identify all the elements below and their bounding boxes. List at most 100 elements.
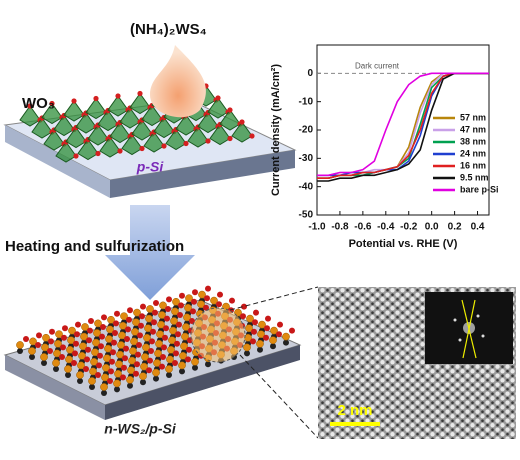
atom bbox=[86, 337, 92, 344]
atom bbox=[161, 344, 167, 351]
legend-label: 38 nm bbox=[460, 136, 486, 146]
atom bbox=[59, 354, 65, 360]
atom bbox=[147, 357, 153, 364]
atom bbox=[68, 326, 76, 335]
x-tick-label: -0.6 bbox=[354, 222, 372, 233]
atom bbox=[35, 342, 41, 348]
atom bbox=[183, 313, 191, 322]
atom bbox=[76, 371, 84, 379]
atom bbox=[88, 318, 94, 324]
atom bbox=[152, 368, 160, 377]
atom bbox=[52, 359, 60, 367]
atom bbox=[153, 300, 159, 306]
atom bbox=[42, 333, 50, 342]
x-tick-label: -0.4 bbox=[377, 222, 395, 233]
atom bbox=[173, 350, 179, 357]
atom bbox=[109, 358, 115, 365]
atom bbox=[73, 153, 79, 159]
atom bbox=[75, 321, 81, 328]
zoom-circle bbox=[190, 307, 246, 363]
octahedron bbox=[131, 119, 153, 141]
atom bbox=[245, 324, 253, 333]
atom bbox=[190, 308, 196, 315]
zoom-line bbox=[239, 354, 319, 439]
atom bbox=[167, 345, 175, 354]
octahedron bbox=[207, 97, 229, 119]
octahedron bbox=[31, 117, 53, 139]
atom bbox=[175, 331, 181, 338]
octahedron bbox=[77, 138, 99, 161]
atom bbox=[143, 333, 151, 342]
atom bbox=[65, 355, 73, 364]
octahedron bbox=[197, 111, 219, 134]
atom bbox=[40, 353, 48, 361]
atom bbox=[166, 296, 172, 303]
atom bbox=[65, 372, 71, 378]
atom bbox=[95, 150, 101, 157]
atom bbox=[172, 297, 180, 306]
atom bbox=[133, 308, 141, 317]
zoom-line bbox=[229, 286, 319, 311]
atom bbox=[149, 338, 155, 345]
octahedron bbox=[141, 104, 163, 127]
atom bbox=[53, 349, 61, 358]
fft-spots bbox=[453, 299, 485, 359]
atom bbox=[181, 332, 189, 341]
atom bbox=[239, 119, 245, 125]
atom bbox=[152, 309, 158, 316]
atom bbox=[90, 357, 98, 366]
octahedron bbox=[121, 133, 143, 156]
legend-label: 24 nm bbox=[460, 148, 486, 158]
atom bbox=[97, 352, 103, 359]
x-tick-label: 0.2 bbox=[448, 222, 462, 233]
atom bbox=[36, 332, 42, 339]
atom bbox=[55, 330, 63, 339]
atom bbox=[101, 390, 107, 396]
octahedron bbox=[85, 97, 107, 120]
octahedron bbox=[109, 121, 131, 144]
atom bbox=[140, 379, 146, 386]
atom bbox=[263, 334, 269, 341]
atom bbox=[111, 339, 117, 346]
atom bbox=[105, 335, 113, 343]
atom bbox=[67, 336, 75, 345]
atom bbox=[215, 95, 221, 101]
atom bbox=[140, 303, 146, 310]
atom bbox=[137, 332, 143, 339]
atom bbox=[185, 294, 193, 303]
octahedron bbox=[143, 131, 165, 153]
atom bbox=[124, 336, 130, 342]
atom bbox=[81, 323, 89, 331]
atom bbox=[101, 373, 109, 382]
y-tick-label: 0 bbox=[307, 68, 313, 79]
atom bbox=[257, 346, 263, 353]
atom bbox=[154, 349, 162, 358]
atom bbox=[96, 362, 102, 369]
atom bbox=[89, 367, 97, 376]
octahedron bbox=[41, 102, 63, 125]
atom bbox=[258, 320, 266, 329]
atom bbox=[114, 369, 122, 378]
atom bbox=[282, 332, 290, 341]
atom bbox=[138, 322, 144, 329]
atom bbox=[115, 93, 121, 99]
atom bbox=[114, 386, 120, 393]
atom bbox=[106, 325, 114, 334]
atom bbox=[117, 341, 125, 349]
atom bbox=[139, 313, 145, 320]
atom bbox=[119, 321, 127, 330]
atom bbox=[139, 145, 145, 152]
atom bbox=[216, 301, 222, 308]
atom bbox=[77, 361, 85, 370]
atom bbox=[159, 363, 165, 370]
atom bbox=[158, 311, 166, 319]
atom bbox=[131, 327, 139, 336]
atom bbox=[178, 302, 184, 309]
atom bbox=[66, 345, 74, 354]
scale-bar-label: 2 nm bbox=[337, 402, 372, 419]
atom bbox=[104, 344, 112, 353]
atom bbox=[133, 370, 139, 377]
atom bbox=[47, 348, 53, 354]
atom bbox=[205, 138, 211, 144]
atom bbox=[178, 361, 186, 370]
